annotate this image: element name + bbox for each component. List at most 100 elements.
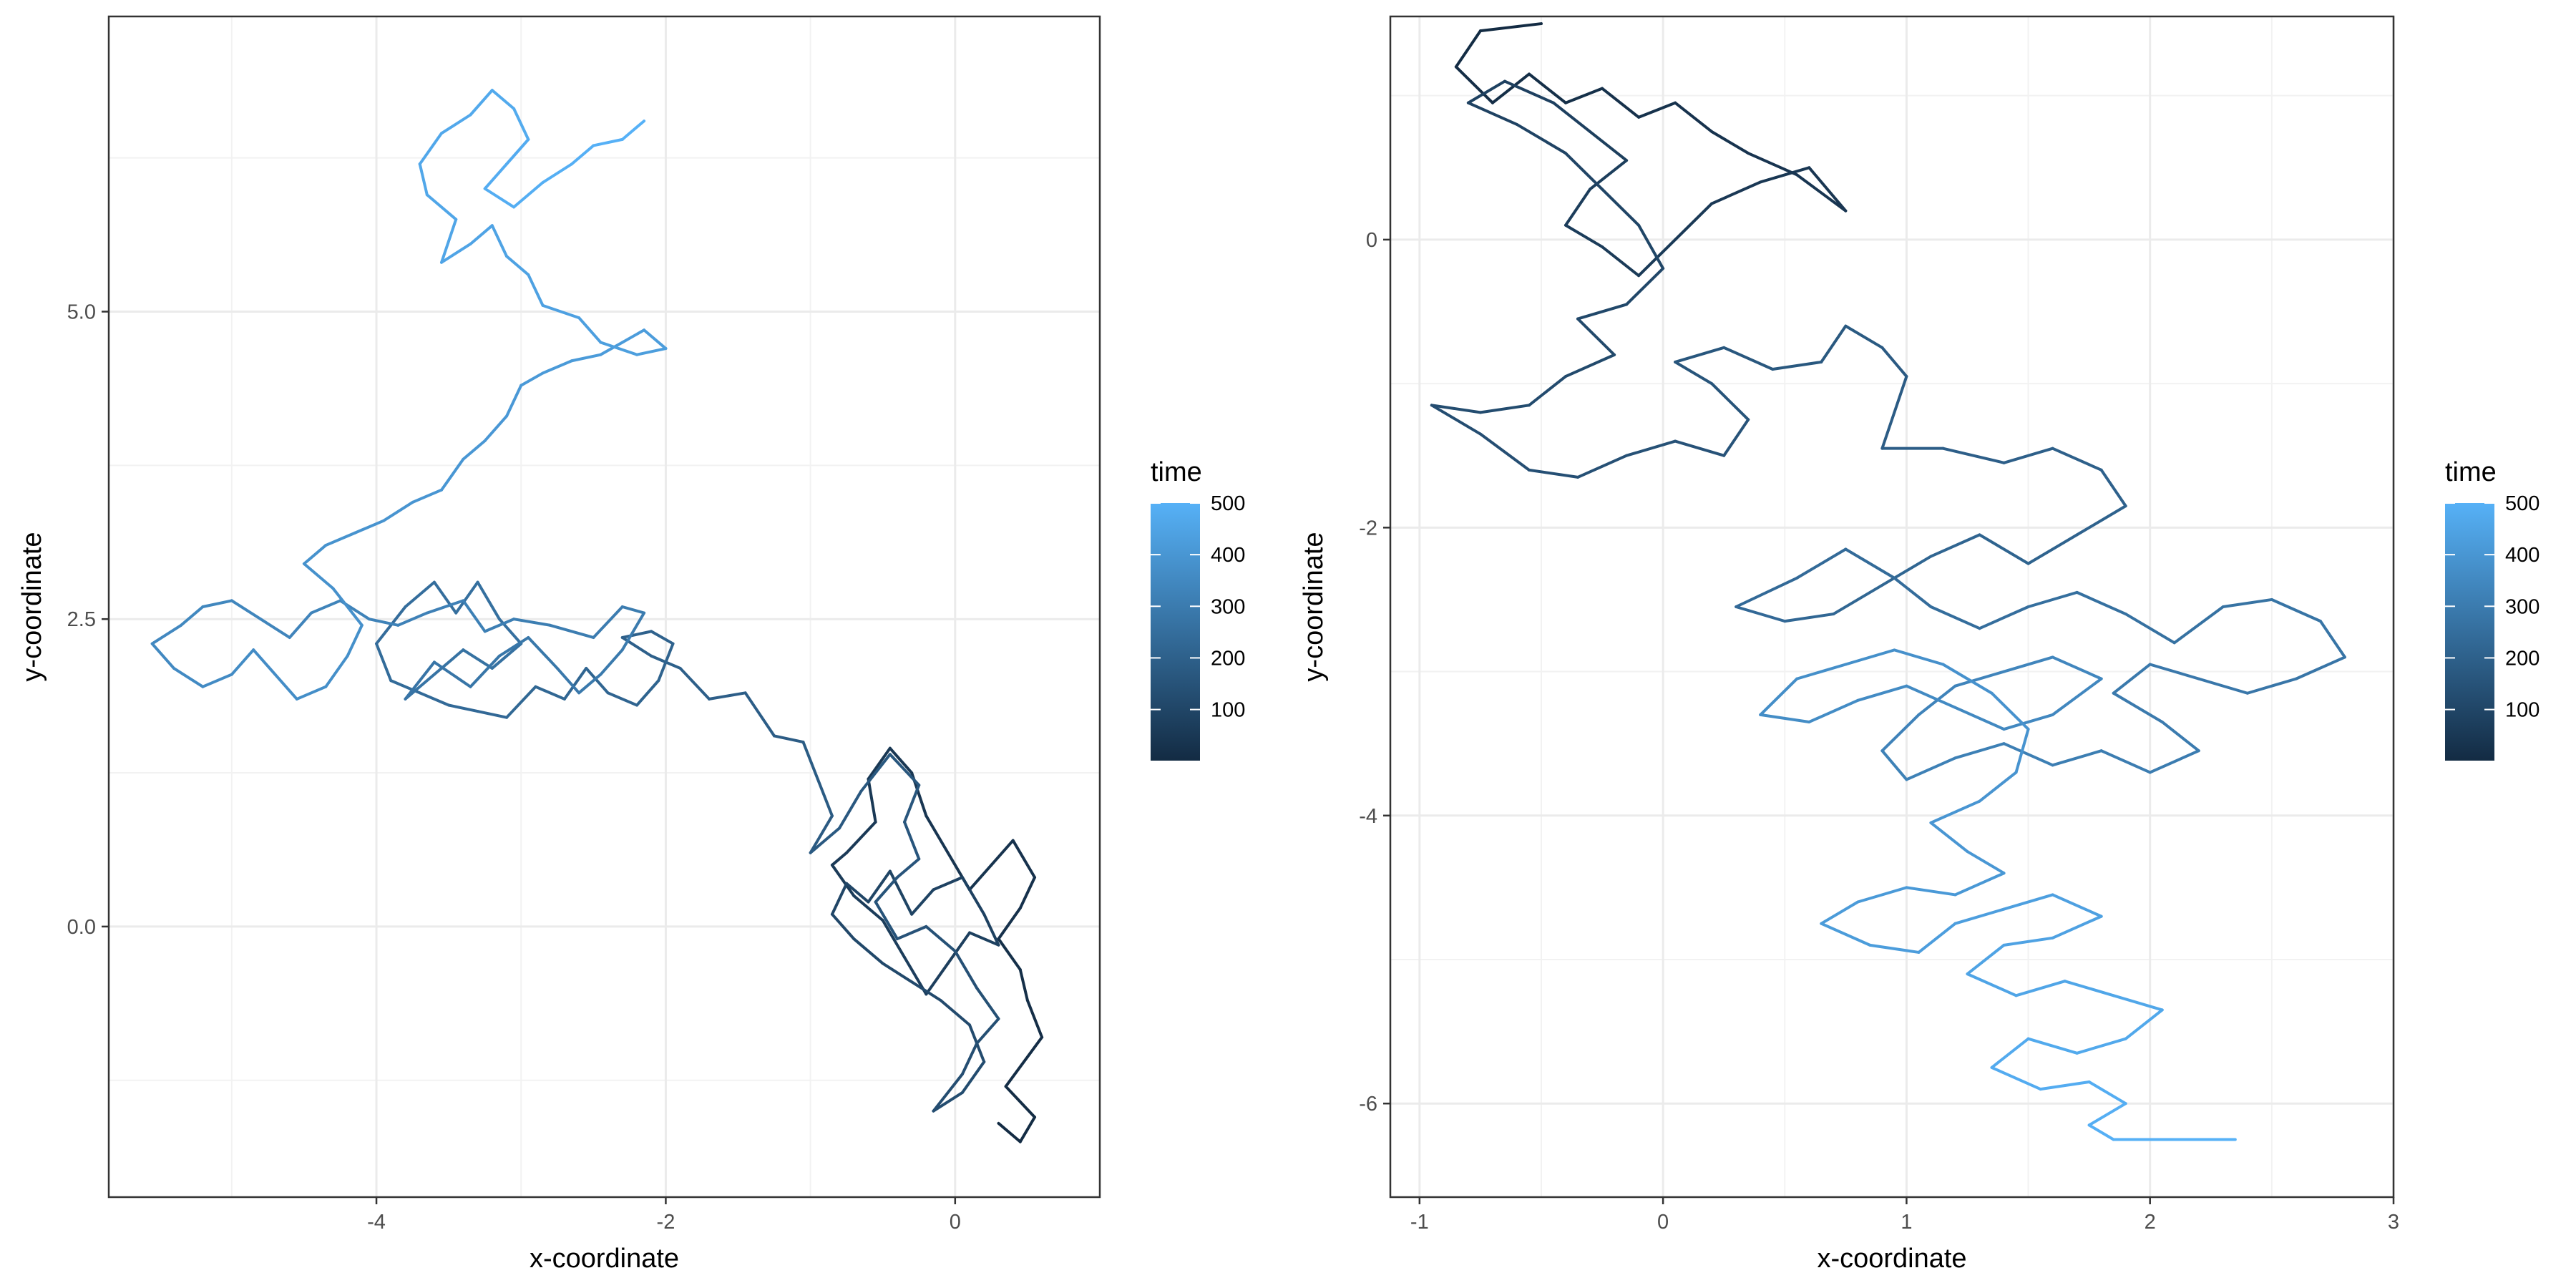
trajectory-segment <box>527 635 559 670</box>
trajectory-segment <box>1893 648 1945 666</box>
trajectory-segment <box>874 900 899 941</box>
trajectory-segment <box>1710 180 1762 205</box>
y-tick-label: -2 <box>1359 517 1377 540</box>
trajectory-segment <box>867 777 877 824</box>
trajectory-segment <box>881 919 907 959</box>
trajectory-segment <box>1990 691 2030 731</box>
trajectory-segment <box>2002 447 2054 464</box>
trajectory-segment <box>903 784 921 824</box>
trajectory-segment <box>1625 439 1677 457</box>
trajectory-segment <box>490 224 509 258</box>
trajectory-segment <box>939 999 972 1027</box>
trajectory-segment <box>773 734 805 744</box>
x-tick-label: 2 <box>2145 1211 2156 1234</box>
trajectory-segment <box>895 857 921 879</box>
trajectory-segment <box>1674 360 1714 386</box>
trajectory-segment <box>2063 980 2115 997</box>
trajectory-segment <box>1527 72 1568 104</box>
trajectory-segment <box>1868 943 1921 954</box>
trajectory-segment <box>440 242 472 264</box>
trajectory-segment <box>903 820 921 861</box>
trajectory-segment <box>497 635 530 658</box>
trajectory-segment <box>852 894 884 922</box>
trajectory-segment <box>180 605 205 627</box>
trajectory-segment <box>592 137 624 147</box>
trajectory-segment <box>1576 317 1616 356</box>
trajectory-segment <box>1625 267 1665 306</box>
trajectory-segment <box>2197 677 2249 695</box>
legend: time 100 200 300 400 500 <box>2445 457 2540 761</box>
trajectory-segment <box>1953 670 2006 688</box>
trajectory-segment <box>2112 663 2152 695</box>
trajectory-segment <box>657 642 675 683</box>
trajectory-segment <box>302 544 328 565</box>
trajectory-segment <box>1844 547 1896 580</box>
trajectory-segment <box>483 187 516 209</box>
legend-tick-label: 300 <box>1211 595 1245 618</box>
trajectory-segment <box>997 1121 1022 1143</box>
trajectory-segment <box>932 876 964 892</box>
trajectory-segment <box>1929 605 1981 630</box>
trajectory-segment <box>1893 375 1908 414</box>
trajectory-segment <box>830 851 849 867</box>
trajectory-segment <box>462 439 487 461</box>
trajectory-segment <box>1722 418 1750 457</box>
x-tick-label: 3 <box>2388 1211 2399 1234</box>
trajectory-segment <box>1953 742 2006 760</box>
trajectory-segment <box>577 316 602 344</box>
trajectory-segment <box>1856 886 1908 904</box>
trajectory-segment <box>845 820 877 854</box>
trajectory-segment <box>519 371 545 387</box>
trajectory-segment <box>2026 533 2079 565</box>
trajectory-segment <box>331 587 364 627</box>
trajectory-segment <box>816 777 834 818</box>
trajectory-segment <box>2075 1037 2127 1055</box>
trajectory-segment <box>1880 713 1921 753</box>
trajectory-segment <box>1491 72 1531 104</box>
trajectory-segment <box>910 888 935 916</box>
trajectory-segment <box>2002 893 2054 911</box>
trajectory-segment <box>620 605 646 615</box>
trajectory-segment <box>1466 79 1506 104</box>
y-axis-title: y-coordinate <box>1299 532 1329 681</box>
plot-background <box>109 16 1100 1197</box>
trajectory-segment <box>1978 605 2030 630</box>
x-tick-label: 0 <box>950 1211 961 1234</box>
trajectory-segment <box>1637 223 1665 270</box>
trajectory-segment <box>432 648 465 676</box>
trajectory-segment <box>425 193 458 221</box>
trajectory-segment <box>230 599 263 621</box>
trajectory-segment <box>620 611 646 652</box>
trajectory-segment <box>1454 65 1494 104</box>
trajectory-segment <box>1454 29 1482 69</box>
panel-border <box>107 15 1101 1199</box>
trajectory-segment <box>1478 432 1531 472</box>
trajectory-segment <box>1589 130 1629 162</box>
trajectory-segment <box>599 648 624 676</box>
legend-colorbar <box>2445 503 2494 761</box>
trajectory-segment <box>867 746 892 781</box>
trajectory-segment <box>418 691 451 707</box>
trajectory-segment <box>1601 245 1641 278</box>
x-tick-label: 0 <box>1657 1211 1669 1234</box>
trajectory-segment <box>1966 850 2006 875</box>
trajectory-segment <box>1004 1035 1044 1088</box>
trajectory-segment <box>2002 742 2054 767</box>
trajectory-segment <box>1929 821 1969 854</box>
trajectory-segment <box>1941 447 2006 464</box>
trajectory-segment <box>968 863 993 892</box>
trajectory-segment <box>1564 353 1616 379</box>
trajectory-segment <box>404 660 436 701</box>
trajectory-segment <box>512 107 530 141</box>
trajectory-segment <box>975 986 1000 1020</box>
trajectory-segment <box>1601 87 1641 119</box>
trajectory-segment <box>2221 597 2273 608</box>
trajectory-segment <box>2039 1080 2091 1091</box>
trajectory-segment <box>620 630 653 639</box>
trajectory-segment <box>982 912 1000 947</box>
trajectory-segment <box>396 611 429 627</box>
trajectory-segment <box>1564 152 1604 191</box>
trajectory-segment <box>1807 698 1860 723</box>
trajectory-segment <box>2087 1080 2127 1106</box>
